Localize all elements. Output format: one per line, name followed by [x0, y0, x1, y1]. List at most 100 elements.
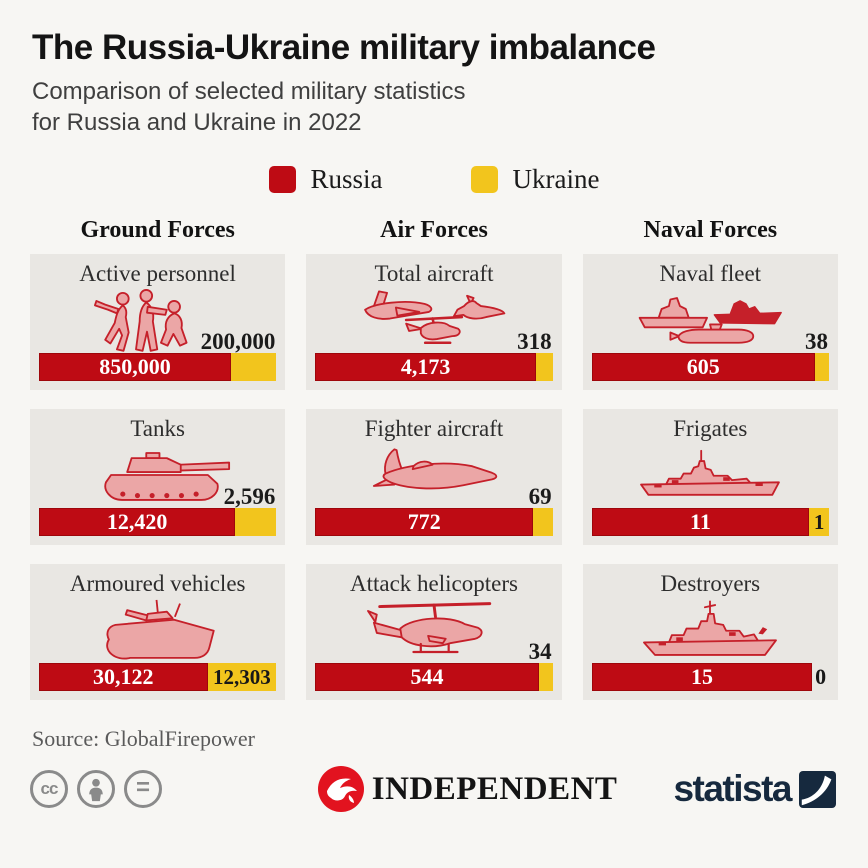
columns-grid: Ground Forces Active personnel 200,000 8…: [30, 217, 838, 701]
helicopter-icon: [366, 602, 492, 654]
stat-card-icon-area: 34: [315, 597, 552, 663]
statista-mark-icon: [799, 770, 836, 808]
russia-bar-segment: 544: [315, 663, 539, 692]
stat-card: Tanks 2,596 12,420: [30, 409, 286, 546]
ukraine-value-label: 69: [528, 484, 552, 509]
cc-license-badges: cc =: [30, 770, 162, 809]
russia-value-label: 11: [690, 509, 711, 535]
russia-value-label: 850,000: [99, 354, 171, 380]
stat-card-title: Armoured vehicles: [69, 571, 246, 597]
russia-bar-segment: 4,173: [315, 353, 536, 382]
column-naval-forces: Naval Forces Naval fleet 38 605 Frigates…: [582, 217, 838, 701]
subtitle-line-2: for Russia and Ukraine in 2022: [32, 108, 362, 136]
total-aircraft-icon: [363, 290, 506, 345]
stat-card-title: Destroyers: [660, 571, 761, 597]
stat-card: Fighter aircraft 69 772: [306, 409, 562, 546]
independent-wordmark: INDEPENDENT: [371, 770, 618, 807]
russia-bar-segment: 12,420: [39, 508, 236, 537]
column-header: Air Forces: [380, 217, 488, 244]
ukraine-bar-segment: [538, 663, 553, 692]
ukraine-bar-segment: 12,303: [207, 663, 277, 692]
statista-wordmark: statista: [673, 768, 792, 810]
ukraine-outside-label: 0: [815, 664, 827, 690]
attribution-icon: [77, 770, 115, 809]
stat-card-title: Frigates: [673, 416, 748, 442]
stat-card: Attack helicopters 34 544: [306, 564, 562, 701]
statista-logo: statista: [673, 768, 836, 810]
russia-swatch-icon: [268, 166, 296, 194]
comparison-bar: 4,173: [315, 353, 553, 382]
page-subtitle: Comparison of selected military statisti…: [30, 77, 838, 138]
comparison-bar: 772: [315, 508, 553, 537]
legend-label-ukraine: Ukraine: [512, 164, 600, 195]
russia-value-label: 30,122: [93, 664, 154, 690]
comparison-bar: 30,122 12,303: [39, 663, 277, 692]
russia-bar-segment: 850,000: [39, 353, 232, 382]
legend-item-russia: Russia: [268, 164, 383, 195]
creative-commons-icon: cc: [30, 770, 68, 809]
comparison-bar: 15 0: [591, 663, 829, 692]
stat-card: Total aircraft 318 4,173: [306, 254, 562, 391]
ukraine-bar-segment: [814, 353, 829, 382]
ukraine-value-label: 200,000: [200, 329, 276, 354]
column-header: Ground Forces: [80, 217, 235, 244]
legend: Russia Ukraine: [30, 164, 838, 195]
russia-value-label: 544: [410, 664, 444, 690]
stat-card-title: Fighter aircraft: [364, 416, 504, 442]
ukraine-value-label: 12,303: [213, 664, 271, 689]
independent-logo: INDEPENDENT: [317, 766, 618, 813]
russia-bar-segment: 772: [315, 508, 534, 537]
ukraine-value-label: 2,596: [223, 484, 276, 509]
column-header: Naval Forces: [643, 217, 778, 244]
stat-card: Armoured vehicles 30,122 12,303: [30, 564, 286, 701]
comparison-bar: 544: [315, 663, 553, 692]
ukraine-value-label: 1: [813, 509, 825, 534]
russia-bar-segment: 30,122: [39, 663, 208, 692]
subtitle-line-1: Comparison of selected military statisti…: [32, 78, 466, 105]
fighter-icon: [372, 448, 498, 490]
stat-card: Frigates 11 1: [582, 409, 838, 546]
ukraine-value-label: 38: [804, 329, 828, 354]
page-title: The Russia-Ukraine military imbalance: [32, 28, 656, 67]
stat-card-title: Naval fleet: [659, 261, 762, 287]
russia-bar-segment: 11: [591, 508, 810, 537]
comparison-bar: 12,420: [39, 508, 277, 537]
stat-card-icon-area: 38: [592, 287, 829, 354]
source-text: Source: GlobalFirepower: [32, 726, 255, 752]
stat-card: Naval fleet 38 605: [582, 254, 838, 391]
stat-card-icon-area: [592, 597, 829, 664]
stat-card-icon-area: 200,000: [39, 287, 276, 354]
ukraine-bar-segment: [533, 508, 553, 537]
russia-value-label: 12,420: [106, 509, 168, 535]
stat-card: Destroyers 15 0: [582, 564, 838, 701]
russia-value-label: 605: [686, 354, 720, 380]
russia-bar-segment: 15: [591, 663, 813, 692]
footer: cc = INDEPENDENT statista: [30, 766, 838, 813]
stat-card-icon-area: 318: [315, 287, 552, 354]
ukraine-swatch-icon: [470, 166, 498, 194]
naval-fleet-icon: [638, 297, 783, 344]
comparison-bar: 11 1: [591, 508, 829, 537]
comparison-bar: 605: [591, 353, 829, 382]
legend-label-russia: Russia: [310, 164, 383, 195]
armoured-icon: [105, 599, 215, 660]
stat-card-icon-area: 69: [315, 442, 552, 509]
frigate-icon: [640, 449, 781, 496]
legend-item-ukraine: Ukraine: [470, 164, 600, 195]
russia-bar-segment: 605: [591, 353, 815, 382]
stat-card-title: Attack helicopters: [350, 571, 518, 597]
column-air-forces: Air Forces Total aircraft 318 4,173 Figh…: [306, 217, 562, 701]
no-derivatives-icon: =: [124, 770, 162, 809]
russia-value-label: 15: [691, 664, 713, 690]
stat-card-title: Total aircraft: [374, 261, 494, 287]
comparison-bar: 850,000: [39, 353, 277, 382]
ukraine-value-label: 318: [517, 329, 552, 354]
stat-card-icon-area: [592, 442, 829, 509]
russia-value-label: 772: [407, 509, 441, 535]
independent-eagle-icon: [317, 766, 364, 813]
stat-card-icon-area: 2,596: [39, 442, 276, 509]
stat-card-title: Active personnel: [79, 261, 236, 287]
stat-card: Active personnel 200,000 850,000: [30, 254, 286, 391]
column-ground-forces: Ground Forces Active personnel 200,000 8…: [30, 217, 286, 701]
